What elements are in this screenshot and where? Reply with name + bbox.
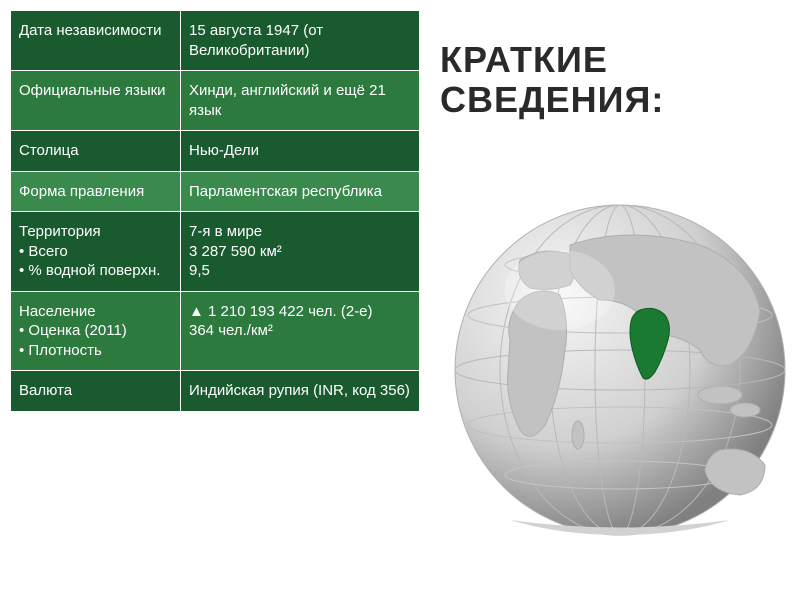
row-value: Хинди, английский и ещё 21 язык (181, 71, 420, 131)
row-value: Нью-Дели (181, 131, 420, 172)
table-row: Дата независимости 15 августа 1947 (от В… (11, 11, 420, 71)
globe-icon (450, 200, 790, 540)
slide-content: КРАТКИЕ СВЕДЕНИЯ: Дата независимости 15 … (0, 0, 800, 600)
slide-title: КРАТКИЕ СВЕДЕНИЯ: (440, 40, 800, 119)
table-row: Валюта Индийская рупия (INR, код 356) (11, 371, 420, 412)
row-value: 7-я в мире3 287 590 км²9,5 (181, 212, 420, 292)
facts-table: Дата независимости 15 августа 1947 (от В… (10, 10, 420, 412)
table-row: Официальные языки Хинди, английский и ещ… (11, 71, 420, 131)
row-value: 15 августа 1947 (от Великобритании) (181, 11, 420, 71)
table-row: Население• Оценка (2011)• Плотность ▲ 1 … (11, 291, 420, 371)
facts-table-body: Дата независимости 15 августа 1947 (от В… (11, 11, 420, 412)
row-value: ▲ 1 210 193 422 чел. (2-е)364 чел./км² (181, 291, 420, 371)
table-row: Столица Нью-Дели (11, 131, 420, 172)
row-value: Индийская рупия (INR, код 356) (181, 371, 420, 412)
row-label: Столица (11, 131, 181, 172)
table-row: Территория• Всего• % водной поверхн. 7-я… (11, 212, 420, 292)
row-label: Дата независимости (11, 11, 181, 71)
table-row: Форма правления Парламентская республика (11, 171, 420, 212)
row-label: Официальные языки (11, 71, 181, 131)
row-label: Валюта (11, 371, 181, 412)
row-label: Население• Оценка (2011)• Плотность (11, 291, 181, 371)
row-value: Парламентская республика (181, 171, 420, 212)
row-label: Форма правления (11, 171, 181, 212)
row-label: Территория• Всего• % водной поверхн. (11, 212, 181, 292)
